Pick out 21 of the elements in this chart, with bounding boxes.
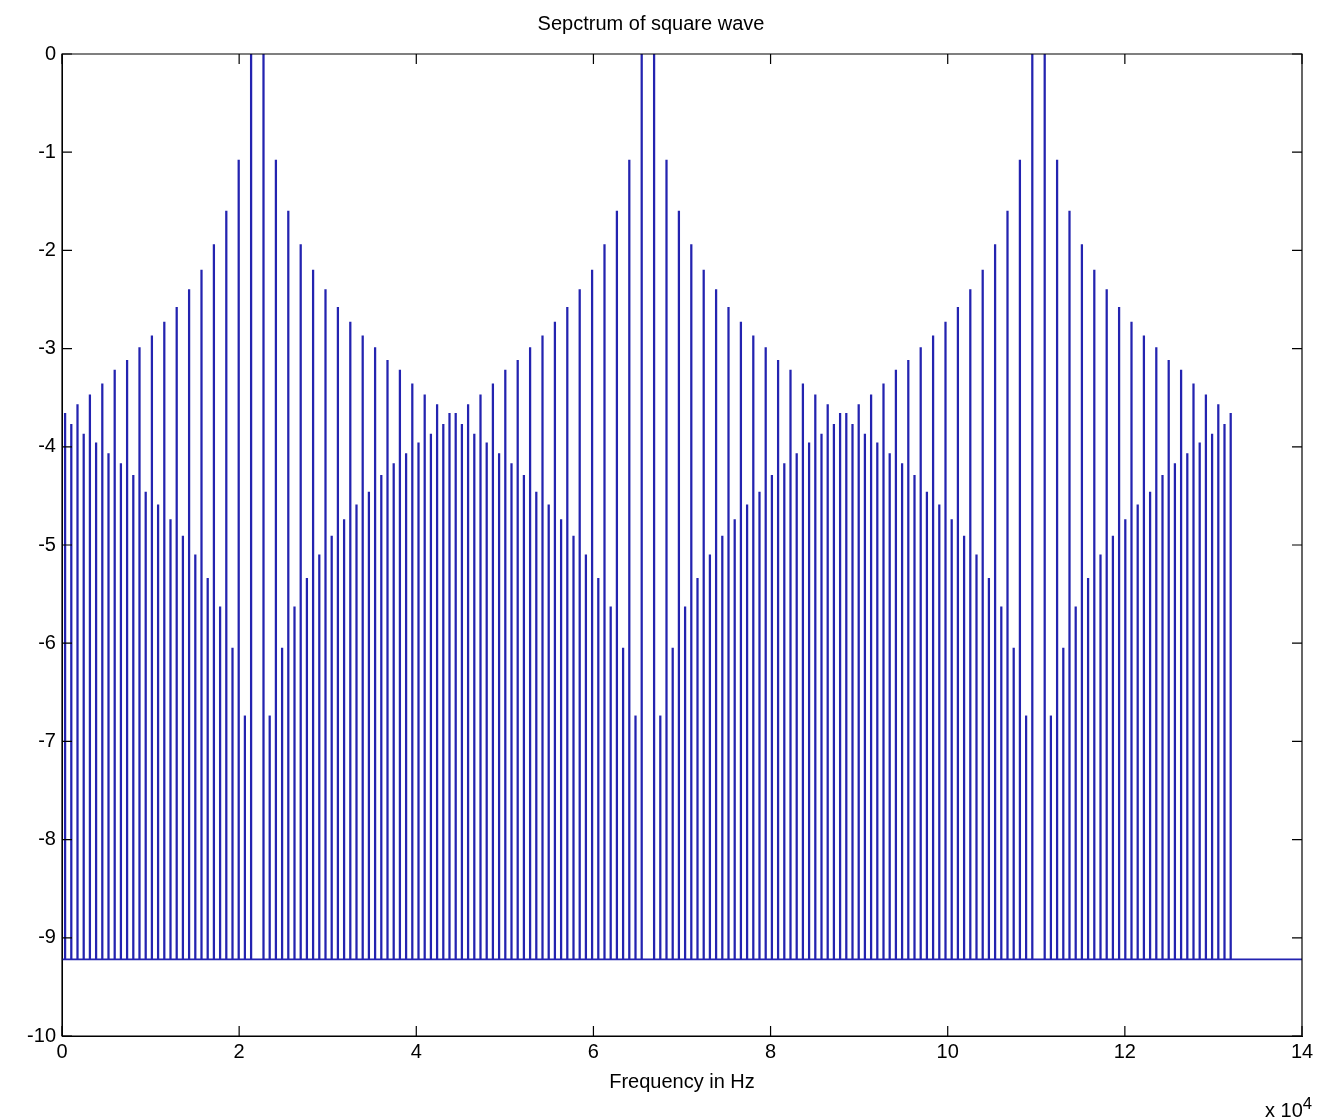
x-tick-label: 8 [765,1039,777,1062]
y-tick-label: -7 [38,728,56,751]
y-tick-label: -9 [38,925,56,948]
y-tick-label: -4 [38,434,56,457]
y-tick-label: -10 [27,1023,56,1046]
chart-title: Sepctrum of square wave [537,11,765,34]
text: x 10$^{4}$ [1265,1094,1313,1120]
y-tick-label: -3 [38,336,56,359]
y-tick-label: 0 [44,41,56,64]
y-tick-label: -2 [38,237,56,260]
x-tick-label: 14 [1290,1039,1314,1062]
x-tick-label: 12 [1113,1039,1136,1062]
x-axis-title: Frequency in Hz [609,1069,755,1092]
y-tick-label: -6 [38,630,56,653]
x-tick-label: 6 [587,1039,599,1062]
x-tick-label: 2 [233,1039,245,1062]
y-tick-label: -1 [38,139,56,162]
y-tick-label: -5 [38,532,56,555]
x-tick-label: 10 [936,1039,959,1062]
x-tick-label: 4 [410,1039,422,1062]
y-tick-label: -8 [38,827,56,850]
